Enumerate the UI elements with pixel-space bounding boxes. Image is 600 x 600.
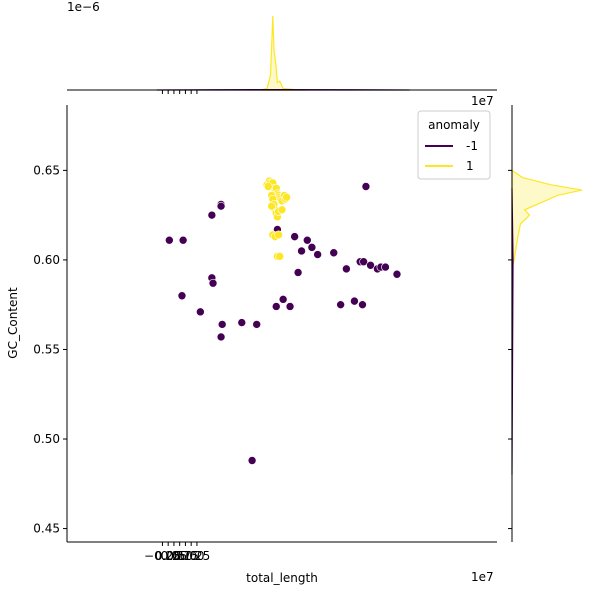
top-marginal-offset-text: 1e−6 (67, 0, 100, 14)
point-series0-36 (392, 269, 402, 279)
point-series0-0 (165, 235, 174, 245)
y-axis-ticks: 0.45 0.50 0.55 0.60 0.65 (33, 163, 67, 536)
point-series0-23 (313, 250, 322, 259)
x-axis-ticks: −0.250.000.250.500.751.001.25 (144, 542, 210, 563)
legend-frame (417, 110, 491, 180)
x-tick-label-5: 1.00 (178, 549, 205, 563)
point-series0-6 (216, 201, 226, 211)
point-series0-16 (278, 295, 288, 304)
y-tick-label-3: 0.60 (33, 253, 60, 267)
point-series0-10 (217, 320, 227, 329)
point-series1-24 (277, 205, 287, 215)
point-series0-19 (293, 268, 303, 277)
x-tick-label-3: 0.50 (166, 549, 193, 563)
point-series1-25 (267, 201, 276, 211)
legend: anomaly -1 1 (417, 110, 491, 180)
y-tick-label-4: 0.65 (33, 163, 60, 177)
top-marginal-ticks (161, 90, 198, 94)
right-density-layer (511, 169, 583, 475)
x-tick-label-6: 1.25 (184, 549, 211, 563)
point-series0-9 (216, 332, 226, 342)
point-series0-2 (177, 291, 187, 301)
point-series0-24 (329, 248, 339, 258)
point-series0-25 (336, 300, 345, 309)
point-series0-14 (271, 302, 281, 311)
point-series0-30 (358, 300, 367, 309)
x-tick-label-0: −0.25 (144, 549, 181, 563)
point-series1-6 (263, 182, 273, 191)
top-density-series0 (260, 15, 307, 91)
x-tick-label-1: 0.00 (155, 549, 182, 563)
top-marginal-density: 1e−6 (67, 0, 497, 94)
point-series0-35 (381, 262, 390, 272)
top-density-layer (156, 15, 410, 91)
point-series0-21 (302, 235, 312, 245)
point-series0-8 (208, 278, 218, 288)
point-series0-27 (350, 296, 359, 306)
point-series1-16 (282, 192, 291, 202)
point-series0-20 (297, 246, 306, 256)
right-marginal-ticks (508, 169, 512, 530)
legend-label-1: 1 (466, 159, 474, 173)
point-series0-11 (237, 318, 247, 327)
y-axis-offset-text: 1e7 (471, 94, 494, 108)
point-series1-28 (274, 230, 283, 240)
point-series0-22 (307, 243, 317, 252)
point-series0-18 (290, 232, 299, 241)
legend-label-neg1: -1 (466, 139, 478, 153)
point-series0-29 (359, 257, 368, 267)
y-tick-label-1: 0.50 (33, 432, 60, 446)
point-series1-30 (275, 252, 285, 261)
y-axis-label: GC_Content (6, 287, 20, 359)
point-series0-13 (247, 456, 257, 465)
x-axis-offset-text: 1e7 (471, 570, 494, 584)
point-series0-31 (361, 182, 371, 191)
right-marginal-density (508, 105, 583, 542)
point-series0-17 (285, 302, 295, 311)
point-series0-32 (366, 260, 375, 270)
x-tick-label-4: 0.75 (172, 549, 199, 563)
point-series0-1 (178, 235, 188, 245)
main-axes: −0.250.000.250.500.751.001.25 0.450.500.… (6, 94, 497, 585)
x-tick-label-2: 0.25 (161, 549, 188, 563)
point-series0-26 (342, 264, 351, 274)
x-axis-label: total_length (246, 571, 318, 585)
point-series0-3 (196, 307, 205, 317)
y-tick-label-2: 0.55 (33, 342, 60, 356)
y-tick-label-0: 0.45 (33, 522, 60, 536)
scatter-points (165, 176, 402, 465)
point-series0-4 (207, 210, 217, 220)
legend-title: anomaly (428, 118, 480, 132)
right-density-series0 (511, 169, 583, 270)
point-series0-12 (252, 320, 262, 329)
